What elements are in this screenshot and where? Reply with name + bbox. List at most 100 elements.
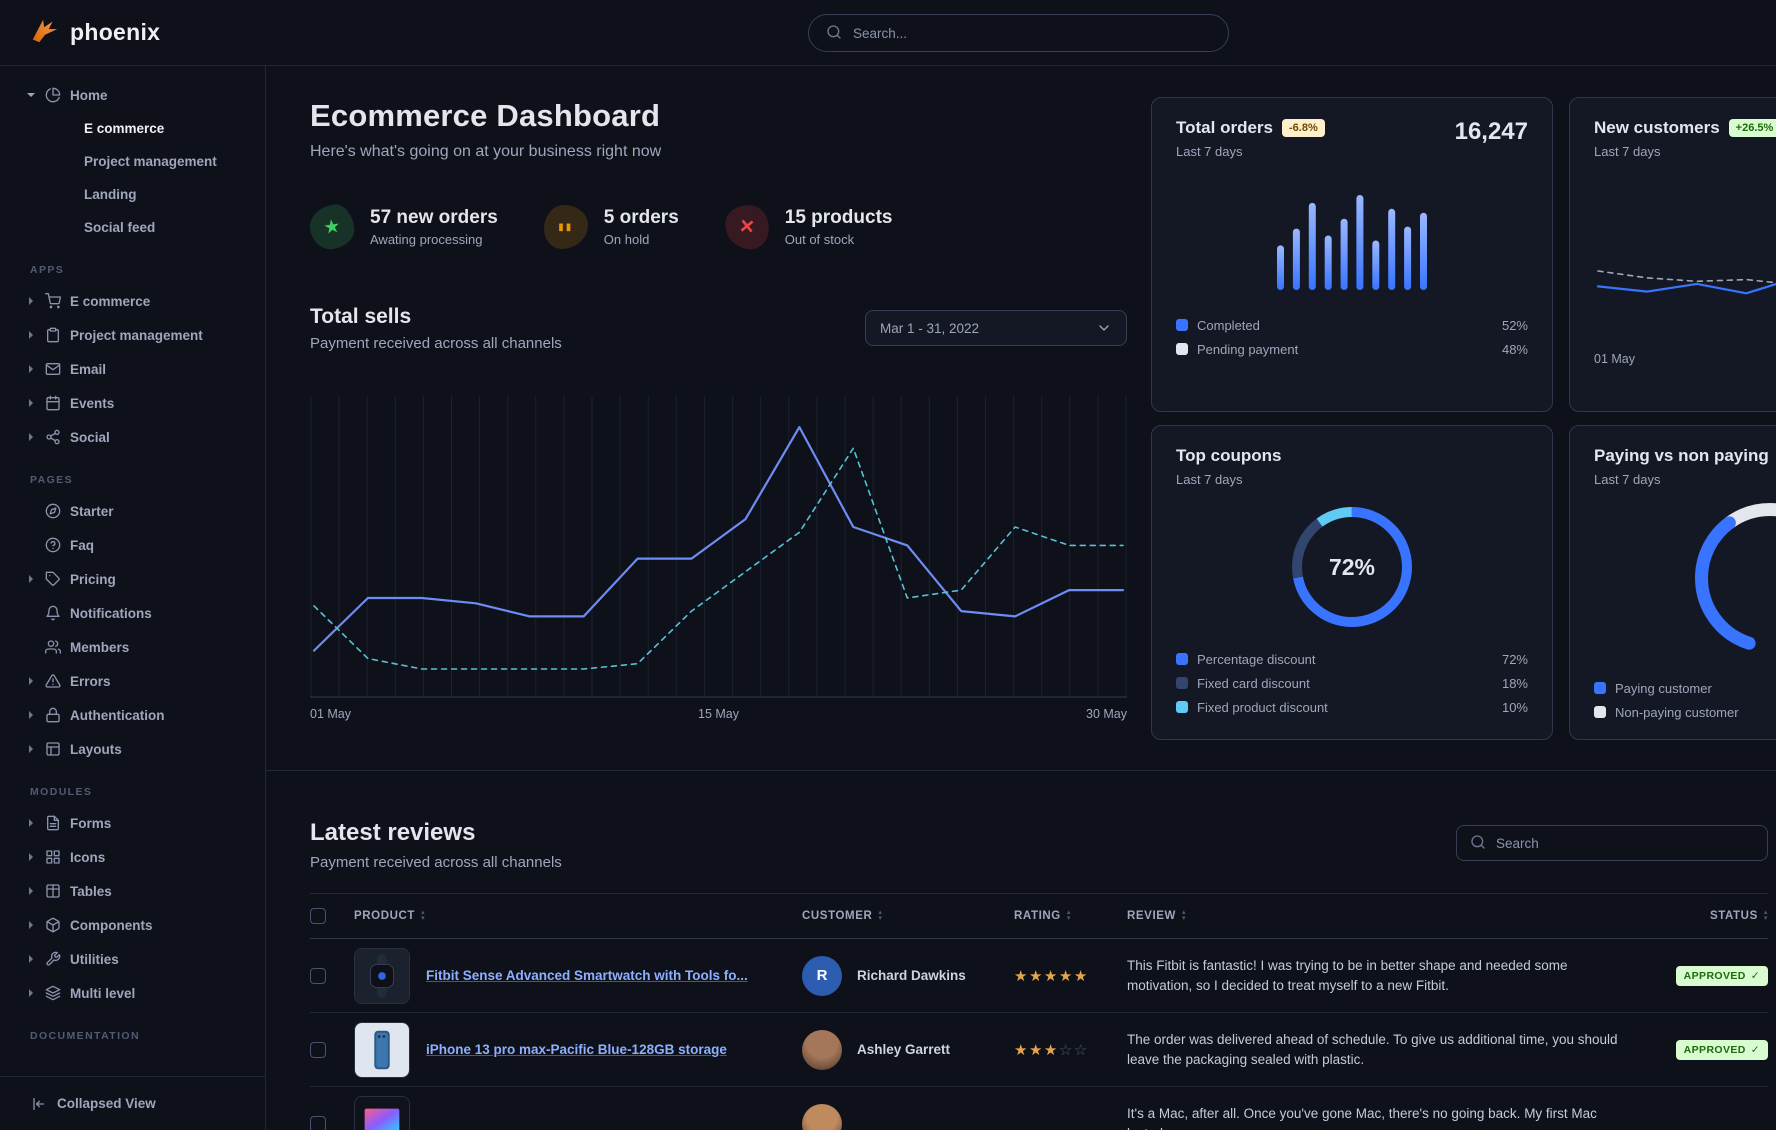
sidebar-item-home[interactable]: Home	[0, 78, 265, 112]
card-period: Last 7 days	[1176, 144, 1243, 159]
caret-right-icon	[25, 853, 36, 861]
sidebar-item-layouts[interactable]: Layouts	[0, 732, 265, 766]
stats-row: ★ 57 new orders Awating processing ▮▮ 5 orde…	[307, 202, 1127, 253]
sidebar-item-social-feed[interactable]: Social feed	[84, 220, 156, 235]
brand[interactable]: phoenix	[30, 16, 160, 49]
sidebar-item-email[interactable]: Email	[0, 352, 265, 386]
legend-swatch	[1176, 343, 1188, 355]
sidebar-item-events[interactable]: Events	[0, 386, 265, 420]
paying-gauge-chart	[1695, 503, 1776, 656]
lock-icon	[45, 707, 61, 723]
card-period: Last 7 days	[1176, 472, 1243, 487]
sidebar-item-project-management[interactable]: Project management	[84, 154, 217, 169]
column-header-customer[interactable]: CUSTOMER ▴ ▾	[802, 909, 1014, 922]
file-text-icon	[45, 815, 61, 831]
sidebar-section-documentation: DOCUMENTATION	[30, 1030, 140, 1042]
x-icon: ×	[722, 203, 771, 252]
help-circle-icon	[45, 537, 61, 553]
sidebar-item-label: Layouts	[70, 741, 122, 757]
reviews-search[interactable]	[1456, 825, 1768, 861]
sidebar-item-tables[interactable]: Tables	[0, 874, 265, 908]
sidebar-item-notifications[interactable]: Notifications	[0, 596, 265, 630]
legend-item-non-paying-customer: Non-paying customer	[1594, 700, 1776, 724]
column-header-rating[interactable]: RATING ▴ ▾	[1014, 909, 1127, 922]
caret-right-icon	[25, 745, 36, 753]
sidebar-item-label: Utilities	[70, 951, 119, 967]
sidebar-item-authentication[interactable]: Authentication	[0, 698, 265, 732]
top-coupons-legend: Percentage discount 72% Fixed card discoun…	[1176, 647, 1528, 719]
main-content: Ecommerce Dashboard Here's what's going …	[266, 66, 1776, 1130]
sidebar-item-label: Faq	[70, 537, 95, 553]
sidebar-item-landing[interactable]: Landing	[84, 187, 137, 202]
select-all-checkbox[interactable]	[310, 908, 326, 924]
sidebar-item-label: Components	[70, 917, 153, 933]
sidebar-item-multi-level[interactable]: Multi level	[0, 976, 265, 1010]
sidebar-item-e-commerce[interactable]: E commerce	[0, 284, 265, 318]
sidebar-item-e-commerce[interactable]: E commerce	[84, 121, 165, 136]
clipboard-icon	[45, 327, 61, 343]
sort-icon: ▴ ▾	[1181, 909, 1187, 922]
latest-reviews-section: Latest reviews Payment received across a…	[266, 770, 1776, 1130]
collapse-view-button[interactable]: Collapsed View	[0, 1076, 265, 1130]
sidebar-item-social[interactable]: Social	[0, 420, 265, 454]
collapse-left-icon	[30, 1096, 46, 1112]
reviews-search-input[interactable]	[1496, 835, 1754, 851]
sidebar-item-icons[interactable]: Icons	[0, 840, 265, 874]
sidebar-item-pricing[interactable]: Pricing	[0, 562, 265, 596]
share-icon	[45, 429, 61, 445]
sidebar-item-faq[interactable]: Faq	[0, 528, 265, 562]
sidebar-item-label: Home	[70, 87, 108, 103]
review-row[interactable]: It's a Mac, after all. Once you've gone …	[310, 1087, 1768, 1130]
review-row[interactable]: Fitbit Sense Advanced Smartwatch with To…	[310, 939, 1768, 1013]
star-icon: ★	[307, 202, 357, 253]
sidebar-item-errors[interactable]: Errors	[0, 664, 265, 698]
chevron-down-icon	[1096, 320, 1112, 336]
sidebar-item-label: E commerce	[70, 293, 151, 309]
legend-label: Completed	[1197, 317, 1260, 333]
sidebar-item-starter[interactable]: Starter	[0, 494, 265, 528]
new-customers-card: New customers +26.5% Last 7 days 01 May	[1569, 97, 1776, 412]
legend-label: Fixed product discount	[1197, 699, 1328, 715]
avatar	[802, 1103, 842, 1130]
sidebar-item-members[interactable]: Members	[0, 630, 265, 664]
card-title: Total orders	[1176, 118, 1273, 137]
row-checkbox[interactable]	[310, 967, 326, 984]
rating-stars: ★★★★★	[1014, 967, 1089, 985]
legend-swatch	[1176, 701, 1188, 713]
alert-triangle-icon	[45, 673, 61, 689]
total-orders-card: Total orders -6.8% Last 7 days 16,247 Co…	[1151, 97, 1553, 412]
column-header-status[interactable]: STATUS ▴ ▾	[1672, 909, 1768, 922]
row-checkbox[interactable]	[310, 1041, 326, 1058]
reviews-subtitle: Payment received across all channels	[310, 854, 562, 871]
date-range-value: Mar 1 - 31, 2022	[880, 320, 980, 336]
column-header-review[interactable]: REVIEW ▴ ▾	[1127, 909, 1672, 922]
navbar-search[interactable]	[808, 14, 1229, 52]
sidebar-item-forms[interactable]: Forms	[0, 806, 265, 840]
legend-item-percentage-discount: Percentage discount 72%	[1176, 647, 1528, 671]
product-link[interactable]: iPhone 13 pro max-Pacific Blue-128GB sto…	[426, 1042, 727, 1057]
legend-swatch	[1594, 706, 1606, 718]
sidebar-item-label: Authentication	[70, 707, 165, 723]
sidebar-item-components[interactable]: Components	[0, 908, 265, 942]
sidebar-item-utilities[interactable]: Utilities	[0, 942, 265, 976]
trend-badge: -6.8%	[1281, 119, 1325, 137]
column-label: REVIEW	[1127, 910, 1176, 922]
stat-caption: Out of stock	[784, 232, 855, 248]
row-checkbox[interactable]	[310, 1115, 326, 1130]
column-header-product[interactable]: PRODUCT ▴ ▾	[354, 909, 802, 922]
caret-right-icon	[25, 989, 36, 997]
tag-icon	[45, 571, 61, 587]
rating-stars: ★★★☆☆	[1014, 1041, 1089, 1059]
sidebar-item-project-management[interactable]: Project management	[0, 318, 265, 352]
review-row[interactable]: iPhone 13 pro max-Pacific Blue-128GB sto…	[310, 1013, 1768, 1087]
users-icon	[45, 639, 61, 655]
stat-value: 5 orders	[603, 207, 679, 229]
product-link[interactable]: Fitbit Sense Advanced Smartwatch with To…	[426, 968, 748, 983]
stat-value: 57 new orders	[370, 207, 498, 229]
total-sells-subtitle: Payment received across all channels	[310, 335, 562, 353]
column-label: PRODUCT	[354, 910, 416, 922]
date-range-select[interactable]: Mar 1 - 31, 2022	[865, 310, 1127, 347]
sidebar-section-apps: APPS	[30, 264, 65, 276]
navbar-search-input[interactable]	[853, 25, 1211, 41]
brand-name: phoenix	[70, 19, 161, 45]
